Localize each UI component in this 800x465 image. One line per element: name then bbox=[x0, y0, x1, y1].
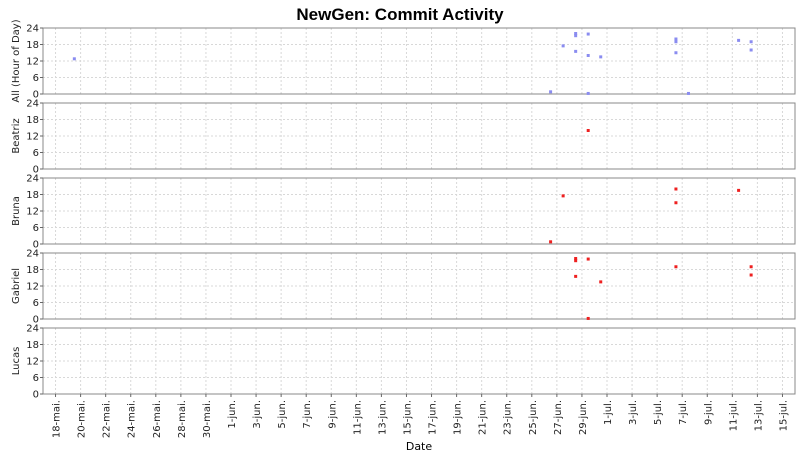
y-tick-label: 18 bbox=[26, 115, 39, 126]
data-point bbox=[749, 40, 753, 44]
data-point bbox=[561, 44, 565, 48]
y-tick-label: 0 bbox=[33, 165, 39, 176]
data-point bbox=[574, 49, 578, 53]
data-point bbox=[674, 51, 678, 55]
series-label: Gabriel bbox=[11, 268, 22, 304]
x-tick-label: 7-jul. bbox=[678, 400, 689, 425]
y-tick-label: 12 bbox=[26, 132, 39, 143]
y-tick-label: 24 bbox=[26, 324, 39, 335]
y-tick-label: 18 bbox=[26, 265, 39, 276]
data-point bbox=[674, 187, 678, 191]
y-tick-label: 0 bbox=[33, 315, 39, 326]
data-point bbox=[599, 280, 603, 284]
chart-title: NewGen: Commit Activity bbox=[296, 5, 504, 24]
data-point bbox=[574, 32, 578, 35]
y-tick-label: 12 bbox=[26, 207, 39, 218]
x-tick-label: 1-jul. bbox=[603, 400, 614, 425]
x-tick-label: 1-jun. bbox=[227, 400, 238, 429]
x-tick-label: 9-jun. bbox=[327, 400, 338, 429]
x-tick-label: 30-mai. bbox=[202, 400, 213, 438]
y-tick-label: 6 bbox=[33, 298, 39, 309]
x-tick-label: 19-jun. bbox=[453, 400, 464, 435]
x-tick-label: 20-mai. bbox=[77, 400, 88, 438]
data-point bbox=[737, 188, 741, 192]
x-tick-label: 24-mai. bbox=[127, 400, 138, 438]
series-label: Lucas bbox=[11, 347, 22, 376]
y-tick-label: 24 bbox=[26, 249, 39, 260]
data-point bbox=[674, 40, 678, 44]
x-tick-label: 11-jun. bbox=[352, 400, 363, 435]
y-tick-label: 24 bbox=[26, 174, 39, 185]
y-tick-label: 0 bbox=[33, 390, 39, 401]
data-point bbox=[561, 194, 565, 198]
y-tick-label: 0 bbox=[33, 240, 39, 251]
data-point bbox=[586, 32, 590, 36]
data-point bbox=[737, 38, 741, 42]
x-axis-label: Date bbox=[406, 440, 433, 453]
data-point bbox=[549, 90, 553, 94]
x-tick-label: 5-jul. bbox=[653, 400, 664, 425]
data-point bbox=[586, 91, 590, 95]
x-tick-label: 15-jul. bbox=[778, 400, 789, 431]
x-tick-label: 18-mai. bbox=[52, 400, 63, 438]
y-tick-label: 0 bbox=[33, 90, 39, 101]
x-tick-label: 13-jul. bbox=[753, 400, 764, 431]
x-tick-label: 3-jul. bbox=[628, 400, 639, 425]
data-point bbox=[674, 265, 678, 269]
y-tick-label: 18 bbox=[26, 190, 39, 201]
y-tick-label: 18 bbox=[26, 340, 39, 351]
y-tick-label: 6 bbox=[33, 73, 39, 84]
y-tick-label: 6 bbox=[33, 373, 39, 384]
series-label: Beatriz bbox=[11, 118, 22, 153]
data-point bbox=[72, 57, 76, 61]
x-tick-label: 21-jun. bbox=[478, 400, 489, 435]
y-tick-label: 12 bbox=[26, 357, 39, 368]
data-point bbox=[574, 257, 578, 260]
y-tick-label: 24 bbox=[26, 99, 39, 110]
x-tick-label: 29-jun. bbox=[578, 400, 589, 435]
data-point bbox=[674, 37, 678, 41]
x-tick-label: 3-jun. bbox=[252, 400, 263, 429]
x-tick-label: 9-jul. bbox=[703, 400, 714, 425]
x-tick-label: 25-jun. bbox=[528, 400, 539, 435]
y-tick-label: 6 bbox=[33, 148, 39, 159]
y-tick-label: 12 bbox=[26, 282, 39, 293]
data-point bbox=[749, 265, 753, 269]
x-tick-label: 17-jun. bbox=[428, 400, 439, 435]
data-point bbox=[549, 240, 553, 244]
x-tick-label: 15-jun. bbox=[402, 400, 413, 435]
y-tick-label: 18 bbox=[26, 40, 39, 51]
x-tick-label: 7-jun. bbox=[302, 400, 313, 429]
x-tick-label: 22-mai. bbox=[102, 400, 113, 438]
data-point bbox=[574, 274, 578, 278]
x-tick-label: 5-jun. bbox=[277, 400, 288, 429]
y-tick-label: 12 bbox=[26, 57, 39, 68]
data-point bbox=[749, 48, 753, 52]
x-tick-label: 28-mai. bbox=[177, 400, 188, 438]
series-label: Bruna bbox=[11, 196, 22, 226]
data-point bbox=[586, 54, 590, 57]
y-tick-label: 6 bbox=[33, 223, 39, 234]
data-point bbox=[749, 273, 753, 277]
data-point bbox=[674, 201, 678, 205]
x-tick-label: 23-jun. bbox=[503, 400, 514, 435]
data-point bbox=[574, 259, 578, 263]
data-point bbox=[686, 91, 690, 95]
x-tick-label: 11-jul. bbox=[728, 400, 739, 431]
data-point bbox=[599, 55, 603, 59]
data-point bbox=[586, 316, 590, 320]
data-point bbox=[586, 257, 590, 261]
x-tick-label: 26-mai. bbox=[152, 400, 163, 438]
series-label: All (Hour of Day) bbox=[11, 19, 22, 102]
x-tick-label: 27-jun. bbox=[553, 400, 564, 435]
y-tick-label: 24 bbox=[26, 24, 39, 35]
x-tick-label: 13-jun. bbox=[377, 400, 388, 435]
data-point bbox=[574, 34, 578, 38]
data-point bbox=[586, 129, 590, 132]
